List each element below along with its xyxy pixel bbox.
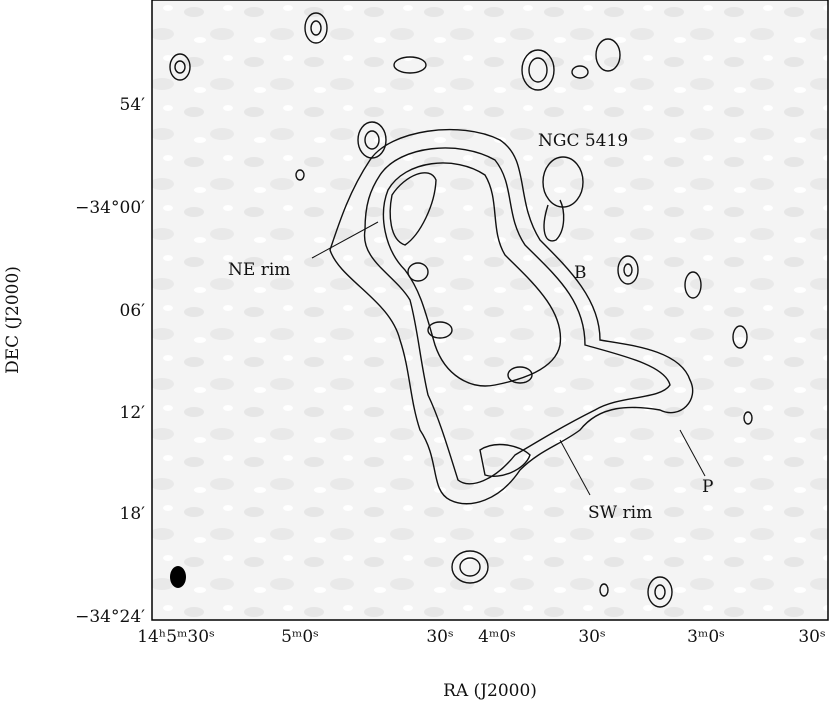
y-axis: 54′ −34°00′ 06′ 12′ 18′ −34°24′ DEC (J20… bbox=[3, 95, 145, 627]
annotation: SW rim bbox=[588, 503, 652, 523]
x-tick-label: 14ʰ5ᵐ30ˢ bbox=[137, 627, 215, 647]
annotation-pointers bbox=[311, 221, 706, 496]
x-tick-label: 5ᵐ0ˢ bbox=[281, 627, 319, 647]
annotation: NE rim bbox=[228, 260, 290, 280]
y-tick-label: 18′ bbox=[120, 504, 146, 524]
x-tick-label: 30ˢ bbox=[798, 627, 825, 647]
plot-frame bbox=[151, 0, 829, 621]
y-axis-label: DEC (J2000) bbox=[3, 266, 23, 374]
x-tick-label: 30ˢ bbox=[578, 627, 605, 647]
x-axis-label: RA (J2000) bbox=[443, 681, 537, 701]
y-tick-label: 12′ bbox=[120, 403, 146, 423]
annotation: B bbox=[574, 263, 587, 283]
cluster-emission bbox=[329, 128, 694, 505]
x-tick-label: 30ˢ bbox=[426, 627, 453, 647]
x-tick-label: 3ᵐ0ˢ bbox=[687, 627, 725, 647]
x-axis: 14ʰ5ᵐ30ˢ 5ᵐ0ˢ 30ˢ 4ᵐ0ˢ 30ˢ 3ᵐ0ˢ 30ˢ RA (… bbox=[137, 627, 825, 701]
y-tick-label: 06′ bbox=[120, 301, 146, 321]
x-tick-label: 4ᵐ0ˢ bbox=[478, 627, 516, 647]
y-tick-label: 54′ bbox=[120, 95, 146, 115]
annotation: P bbox=[702, 477, 713, 497]
y-tick-label: −34°24′ bbox=[75, 607, 145, 627]
point-sources bbox=[169, 12, 753, 608]
y-tick-label: −34°00′ bbox=[75, 198, 145, 218]
annotation: NGC 5419 bbox=[538, 131, 628, 151]
